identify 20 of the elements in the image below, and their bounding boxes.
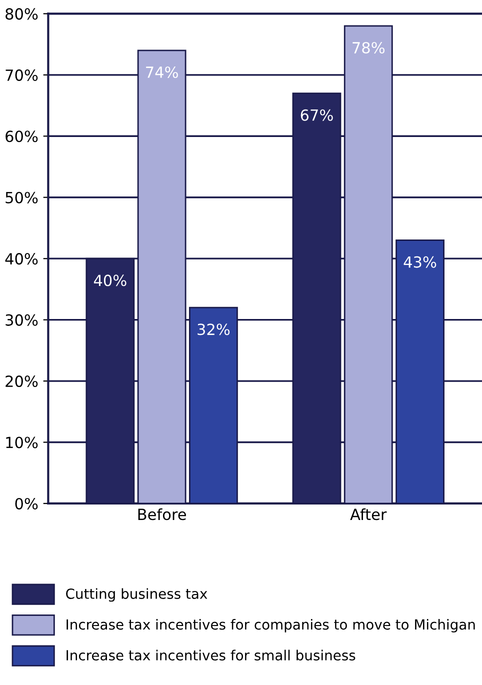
y-tick-label: 60% — [6, 130, 38, 142]
y-tick-label: 20% — [6, 375, 38, 388]
x-tick-label: After — [350, 508, 387, 520]
y-tick-label: 0% — [15, 498, 38, 510]
x-tick-label: Before — [138, 508, 186, 520]
y-tick-label: 50% — [6, 192, 38, 204]
text: 67% — [300, 109, 333, 121]
text: 40% — [94, 274, 126, 286]
y-tick-label: 80% — [6, 8, 38, 20]
text: 32% — [198, 324, 230, 336]
text: 43% — [404, 256, 436, 268]
y-tick-label: 70% — [6, 69, 38, 81]
text: 74% — [146, 66, 178, 78]
legend-label: Increase tax incentives for companies to move to Michigan — [66, 618, 475, 632]
y-tick-label: 40% — [5, 253, 38, 265]
y-tick-label: 30% — [6, 314, 38, 326]
legend-label: Increase tax incentives for small business — [66, 650, 356, 660]
legend-label: Cutting business tax — [66, 588, 208, 602]
y-tick-label: 10% — [6, 436, 38, 448]
text: 78% — [352, 42, 385, 54]
